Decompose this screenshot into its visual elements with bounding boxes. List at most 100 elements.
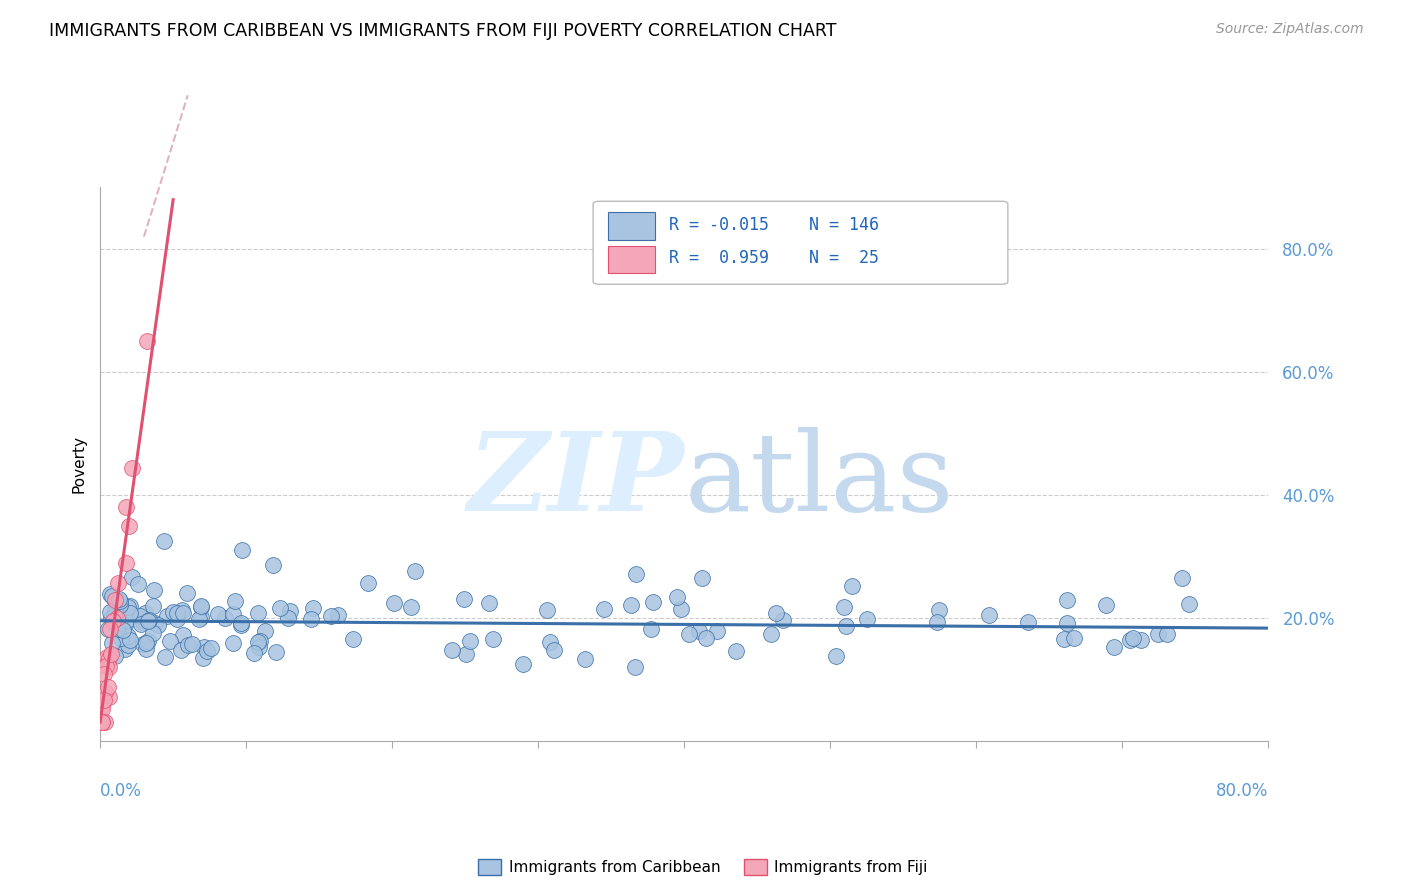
Point: [302, 600, 325, 615]
Point: [224, 594, 246, 608]
Point: [114, 642, 136, 657]
Point: [440, 643, 463, 657]
Point: [117, 629, 139, 643]
Point: [111, 623, 134, 637]
Point: [481, 632, 503, 646]
Point: [834, 619, 856, 633]
Text: R =  0.959    N =  25: R = 0.959 N = 25: [669, 249, 879, 268]
Legend: Immigrants from Caribbean, Immigrants from Fiji: Immigrants from Caribbean, Immigrants fr…: [474, 855, 932, 880]
Point: [266, 645, 288, 659]
Point: [153, 533, 176, 548]
Point: [593, 602, 616, 616]
Point: [94, 685, 117, 699]
Point: [128, 609, 150, 624]
Point: [100, 610, 122, 624]
Point: [262, 558, 284, 573]
FancyBboxPatch shape: [609, 212, 655, 240]
Point: [96, 650, 118, 665]
Point: [247, 606, 270, 620]
Point: [107, 610, 129, 624]
Point: [104, 649, 127, 664]
Point: [1063, 631, 1085, 645]
Point: [115, 556, 138, 570]
Point: [214, 611, 236, 625]
Text: 0.0%: 0.0%: [100, 782, 142, 800]
Point: [188, 612, 211, 626]
Point: [162, 605, 184, 619]
Point: [141, 599, 163, 613]
Point: [108, 592, 131, 607]
Point: [326, 607, 349, 622]
Point: [620, 598, 643, 612]
Point: [977, 608, 1000, 623]
Point: [669, 602, 692, 616]
Point: [269, 601, 291, 615]
Point: [222, 636, 245, 650]
Point: [1178, 597, 1201, 611]
Point: [1171, 571, 1194, 585]
Point: [1130, 633, 1153, 648]
Point: [146, 618, 169, 632]
Point: [1119, 632, 1142, 647]
Point: [543, 642, 565, 657]
Point: [159, 633, 181, 648]
Point: [540, 635, 562, 649]
Point: [200, 641, 222, 656]
Point: [342, 632, 364, 647]
Point: [94, 715, 117, 730]
Point: [460, 633, 482, 648]
Point: [624, 660, 647, 674]
Point: [172, 627, 194, 641]
Point: [624, 567, 647, 582]
Point: [247, 635, 270, 649]
Point: [104, 592, 127, 607]
Point: [454, 647, 477, 661]
Text: Source: ZipAtlas.com: Source: ZipAtlas.com: [1216, 22, 1364, 37]
Point: [118, 519, 141, 533]
Point: [177, 638, 200, 652]
Point: [1122, 631, 1144, 645]
Point: [96, 659, 118, 673]
Point: [103, 592, 125, 607]
Point: [136, 614, 159, 628]
Point: [190, 610, 212, 624]
Point: [928, 603, 950, 617]
Point: [98, 623, 121, 637]
Point: [1156, 627, 1178, 641]
Point: [138, 613, 160, 627]
Point: [97, 622, 120, 636]
Point: [1053, 632, 1076, 647]
Point: [688, 624, 710, 638]
Point: [193, 640, 215, 654]
Point: [91, 702, 114, 716]
Point: [180, 637, 202, 651]
Y-axis label: Poverty: Poverty: [72, 435, 86, 493]
Point: [195, 643, 218, 657]
Point: [512, 657, 534, 671]
Point: [190, 599, 212, 614]
Point: [453, 591, 475, 606]
Point: [166, 612, 188, 626]
Point: [121, 570, 143, 584]
Point: [222, 607, 245, 621]
Point: [115, 613, 138, 627]
Point: [101, 589, 124, 603]
Point: [134, 636, 156, 650]
Point: [103, 614, 125, 628]
Point: [134, 615, 156, 629]
Point: [100, 648, 122, 662]
Point: [91, 698, 114, 712]
Point: [832, 600, 855, 615]
Text: atlas: atlas: [685, 427, 953, 534]
Point: [1095, 599, 1118, 613]
FancyBboxPatch shape: [593, 202, 1008, 285]
Point: [190, 599, 212, 614]
Point: [640, 622, 662, 636]
Point: [135, 334, 157, 348]
Point: [143, 583, 166, 598]
Point: [105, 611, 128, 625]
Point: [207, 607, 229, 621]
Point: [925, 615, 948, 630]
Point: [382, 596, 405, 610]
Point: [107, 576, 129, 591]
